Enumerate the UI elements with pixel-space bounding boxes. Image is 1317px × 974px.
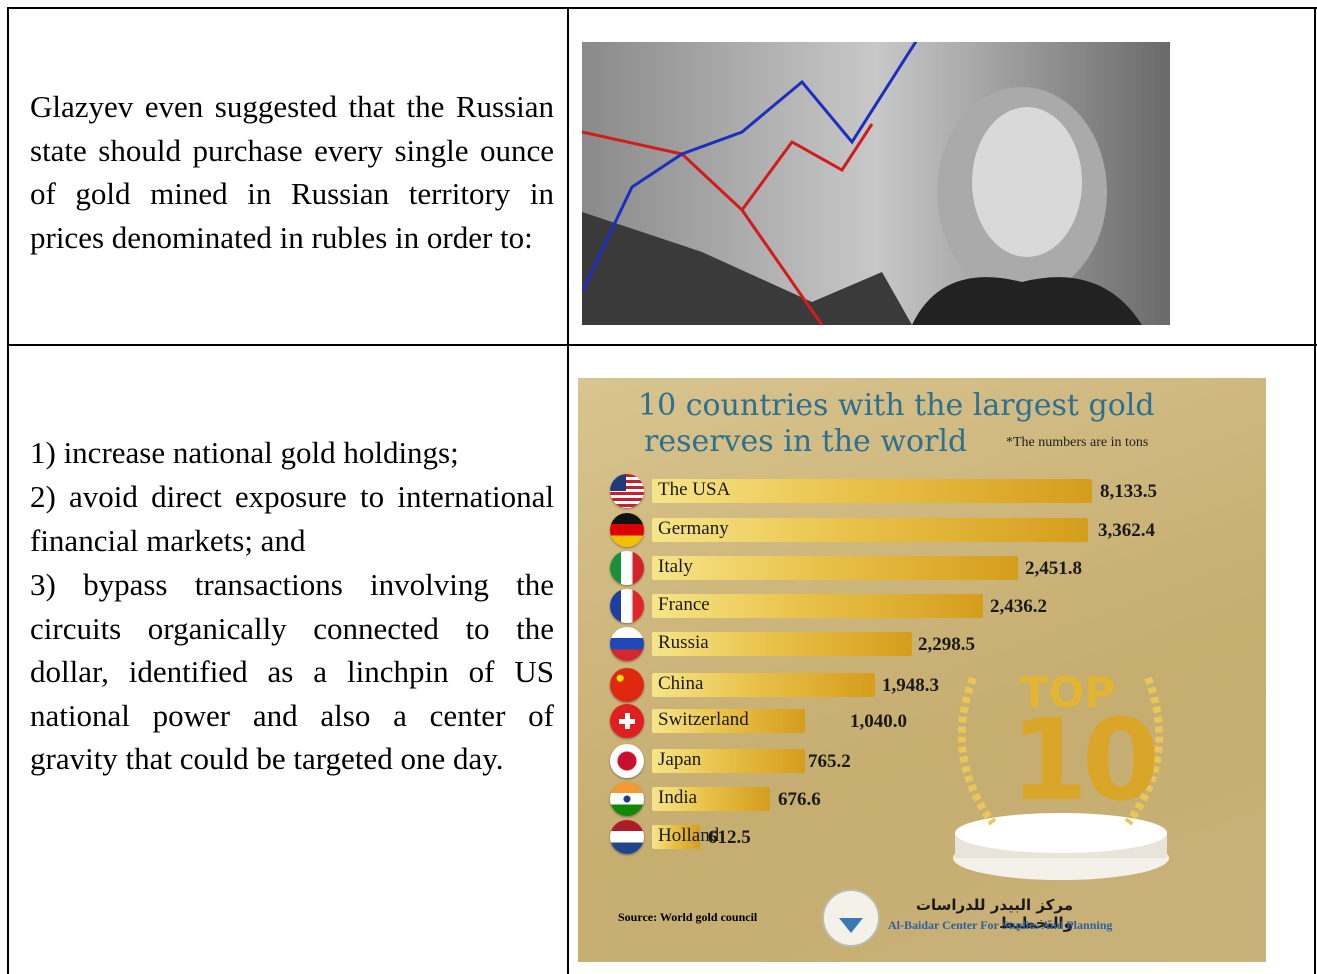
country-name: Russia (658, 632, 709, 654)
country-name: France (658, 594, 710, 616)
infographic-title: reserves in the world (644, 424, 967, 459)
value-label: 2,298.5 (918, 634, 975, 656)
infographic-title: 10 countries with the largest gold (638, 388, 1155, 423)
flag (610, 627, 644, 661)
flag (610, 744, 644, 778)
country-name: Japan (658, 749, 701, 771)
country-name: India (658, 787, 697, 809)
org-english: Al-Baidar Center For Studies And Plannin… (888, 918, 1112, 933)
table-border (567, 7, 569, 974)
country-name: Italy (658, 556, 693, 578)
value-label: 1,948.3 (882, 675, 939, 697)
flag (610, 474, 644, 508)
value-label: 8,133.5 (1100, 481, 1157, 503)
source: Source: World gold council (618, 910, 757, 925)
badge-number: 10 (1010, 696, 1154, 826)
flag (610, 704, 644, 738)
list-item: 1) increase national gold holdings; (30, 431, 554, 475)
table-border (7, 7, 1317, 9)
value-label: 3,362.4 (1098, 520, 1155, 542)
table-border (7, 344, 1317, 346)
photo (582, 42, 1170, 325)
page: {"left_column": { "intro": "Glazyev even… (0, 0, 1317, 974)
value-label: 612.5 (708, 827, 751, 849)
flag-canton (610, 474, 626, 491)
paragraph: Glazyev even suggested that the Russian … (30, 85, 554, 259)
flag (610, 551, 644, 585)
value-label: 2,436.2 (990, 596, 1047, 618)
infographic: 10 countries with the largest gold reser… (578, 378, 1266, 962)
country-name: Germany (658, 518, 729, 540)
value-label: 676.6 (778, 789, 821, 811)
value-label: 765.2 (808, 751, 851, 773)
table-border (7, 7, 9, 974)
flag (610, 782, 644, 816)
table-border (1314, 7, 1316, 974)
country-name: China (658, 673, 703, 695)
flag (610, 668, 644, 702)
flag (610, 589, 644, 623)
flag (610, 820, 644, 854)
note: *The numbers are in tons (1006, 435, 1148, 451)
value-label: 2,451.8 (1025, 558, 1082, 580)
list-item: 3) bypass transactions involving the cir… (30, 563, 554, 781)
country-name: The USA (658, 479, 730, 501)
country-name: Switzerland (658, 709, 749, 731)
logo (821, 888, 881, 948)
bar (652, 556, 1018, 580)
value-label: 1,040.0 (850, 711, 907, 733)
flag (610, 513, 644, 547)
list-item: 2) avoid direct exposure to internationa… (30, 475, 554, 562)
